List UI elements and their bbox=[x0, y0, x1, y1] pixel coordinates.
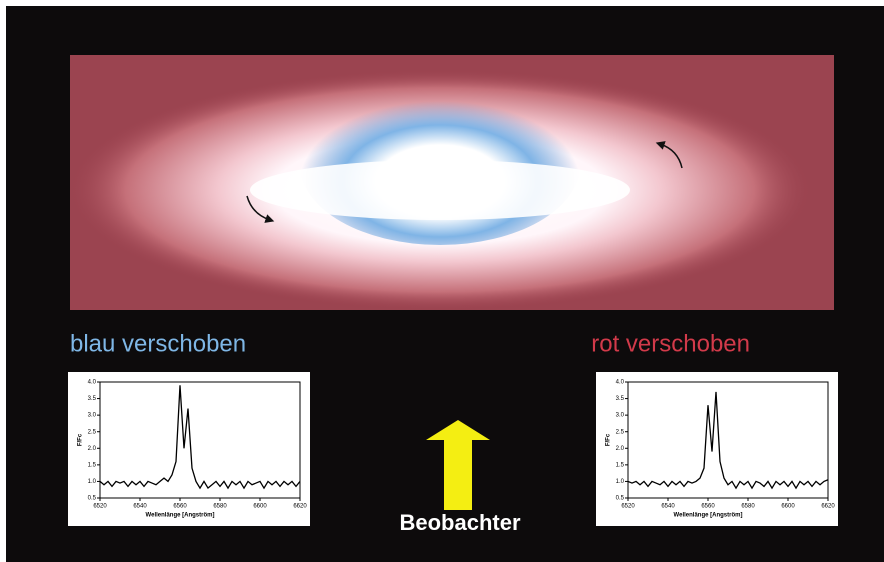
observer-label: Beobachter bbox=[399, 510, 520, 535]
spectrum-line bbox=[99, 385, 301, 490]
chart-box bbox=[596, 372, 838, 526]
inner-disk bbox=[250, 160, 630, 220]
plot-frame bbox=[99, 381, 301, 499]
y-tick-label: 2.0 bbox=[88, 446, 97, 452]
y-tick-label: 1.5 bbox=[616, 462, 625, 468]
y-tick-label: 0.5 bbox=[616, 496, 625, 502]
y-tick-label: 2.0 bbox=[616, 446, 625, 452]
rotation-arrow bbox=[655, 141, 683, 169]
caption-red: rot verschoben bbox=[591, 330, 750, 357]
x-tick-label: 6540 bbox=[661, 504, 675, 510]
spectrum-line bbox=[627, 391, 829, 490]
x-tick-label: 6580 bbox=[213, 504, 227, 510]
caption-blue: blau verschoben bbox=[70, 330, 246, 357]
x-tick-label: 6600 bbox=[253, 504, 267, 510]
x-tick-label: 6620 bbox=[293, 504, 307, 510]
y-tick-label: 4.0 bbox=[88, 380, 97, 386]
x-axis-label: Wellenlänge [Angström] bbox=[146, 513, 215, 519]
y-tick-label: 3.0 bbox=[88, 413, 97, 419]
y-tick-label: 1.0 bbox=[88, 479, 97, 485]
y-axis-label: F/Fc bbox=[606, 433, 612, 446]
y-tick-label: 2.5 bbox=[88, 429, 97, 435]
x-tick-label: 6560 bbox=[173, 504, 187, 510]
x-tick-label: 6540 bbox=[133, 504, 147, 510]
x-axis-label: Wellenlänge [Angström] bbox=[674, 513, 743, 519]
rotation-arrow bbox=[246, 195, 275, 223]
y-tick-label: 3.0 bbox=[616, 413, 625, 419]
x-tick-label: 6600 bbox=[781, 504, 795, 510]
x-tick-label: 6520 bbox=[93, 504, 107, 510]
x-tick-label: 6520 bbox=[621, 504, 635, 510]
chart-box bbox=[68, 372, 310, 526]
observer-arrow bbox=[426, 420, 490, 510]
y-tick-label: 0.5 bbox=[88, 496, 97, 502]
y-tick-label: 1.5 bbox=[88, 462, 97, 468]
x-tick-label: 6620 bbox=[821, 504, 835, 510]
y-tick-label: 3.5 bbox=[616, 396, 625, 402]
y-axis-label: F/Fc bbox=[78, 433, 84, 446]
y-tick-label: 4.0 bbox=[616, 380, 625, 386]
y-tick-label: 2.5 bbox=[616, 429, 625, 435]
plot-frame bbox=[627, 381, 829, 499]
y-tick-label: 3.5 bbox=[88, 396, 97, 402]
x-tick-label: 6560 bbox=[701, 504, 715, 510]
x-tick-label: 6580 bbox=[741, 504, 755, 510]
y-tick-label: 1.0 bbox=[616, 479, 625, 485]
